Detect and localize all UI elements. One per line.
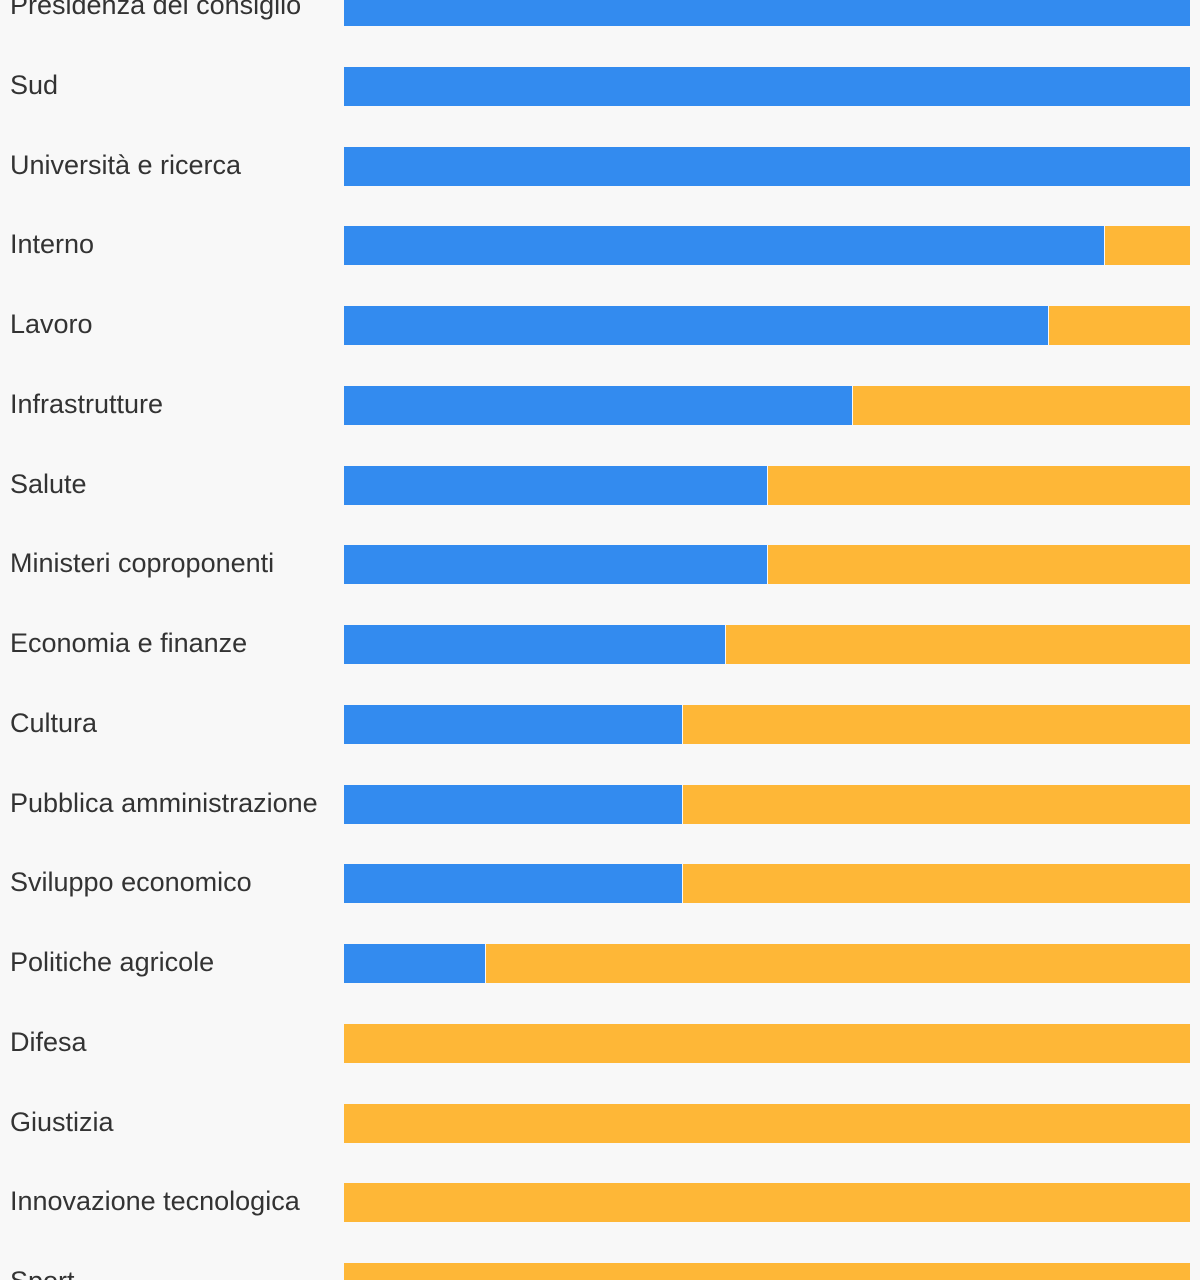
bar-segment-series-1 (344, 0, 1190, 26)
category-label: Università e ricerca (10, 149, 242, 180)
category-label: Innovazione tecnologica (10, 1186, 300, 1217)
bar-segment-series-2 (682, 704, 1190, 744)
category-label: Infrastrutture (10, 388, 164, 419)
category-label: Salute (10, 468, 87, 499)
bar-segment-series-1 (344, 385, 852, 425)
bar-segment-series-2 (767, 545, 1190, 585)
bar-segment-series-2 (851, 385, 1190, 425)
category-label: Lavoro (10, 309, 93, 339)
category-label: Sud (10, 69, 59, 100)
bar-segment-series-1 (344, 226, 1104, 266)
bar-segment-series-1 (344, 864, 683, 904)
bar-segment-series-1 (344, 784, 683, 824)
bar-segment-series-2 (1103, 226, 1190, 266)
category-label: Difesa (10, 1026, 87, 1057)
bar-segment-series-1 (344, 704, 683, 744)
bar-segment-series-1 (344, 625, 725, 664)
category-label: Presidenza del consiglio (10, 0, 302, 20)
bar-segment-series-1 (344, 465, 767, 505)
bar-segment-series-2 (344, 1183, 1190, 1223)
category-label: Pubblica amministrazione (10, 787, 318, 818)
bar-segment-series-1 (344, 66, 1190, 106)
bar-segment-series-2 (682, 784, 1190, 824)
bar-segment-series-2 (344, 1263, 1190, 1280)
category-label: Sviluppo economico (10, 867, 252, 898)
bar-segment-series-2 (344, 1103, 1190, 1143)
bar-segment-series-1 (344, 944, 486, 983)
bar-segment-series-2 (767, 465, 1190, 505)
bar-segment-series-2 (344, 1023, 1190, 1063)
bar-segment-series-1 (344, 146, 1190, 186)
bar-segment-series-2 (485, 944, 1190, 983)
category-label: Cultura (10, 707, 98, 738)
category-label: Politiche agricole (10, 947, 215, 977)
bar-segment-series-2 (682, 864, 1190, 904)
bar-segment-series-1 (344, 306, 1048, 345)
bar-segment-series-1 (344, 545, 767, 585)
category-label: Interno (10, 229, 95, 260)
category-label: Ministeri coproponenti (10, 548, 275, 579)
category-label: Economia e finanze (10, 628, 248, 658)
category-label: Sport (10, 1268, 75, 1280)
bar-segment-series-2 (1047, 306, 1190, 345)
category-label: Giustizia (10, 1106, 114, 1137)
bar-segment-series-2 (724, 625, 1190, 664)
